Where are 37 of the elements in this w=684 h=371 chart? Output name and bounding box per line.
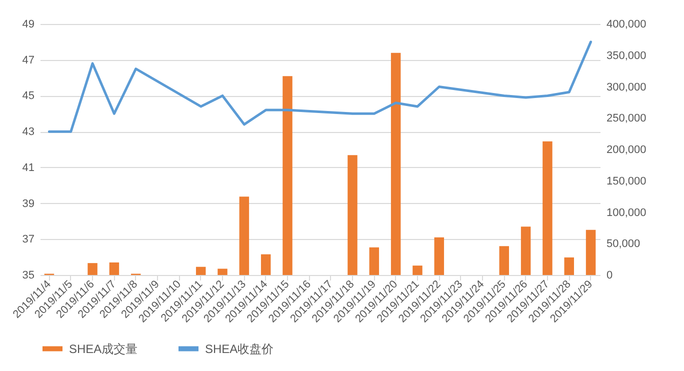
y2-tick-label: 0	[606, 270, 613, 282]
y-tick-label: 35	[22, 270, 34, 282]
bar	[390, 52, 401, 275]
y2-tick-label: 150,000	[606, 175, 646, 188]
bar	[564, 257, 574, 275]
bar	[88, 263, 98, 275]
bar	[499, 246, 510, 275]
y2-tick-label: 250,000	[606, 112, 646, 125]
y2-tick-label: 350,000	[606, 50, 646, 62]
y-tick-label: 47	[22, 54, 34, 66]
bar	[586, 230, 596, 275]
bar	[520, 226, 531, 275]
line-series	[48, 40, 592, 133]
bar	[260, 254, 271, 275]
y-tick-label: 45	[22, 90, 34, 102]
y2-tick-label: 50,000	[606, 238, 640, 250]
bar	[239, 196, 250, 275]
bar	[369, 247, 380, 275]
bar	[348, 155, 358, 275]
y-tick-label: 49	[22, 18, 34, 30]
y2-tick-label: 200,000	[606, 144, 646, 156]
y2-tick-label: 400,000	[606, 18, 646, 30]
bar	[412, 266, 422, 275]
legend-label: SHEA收盘价	[205, 342, 274, 356]
y-tick-label: 41	[22, 162, 34, 174]
y-tick-label: 39	[22, 198, 34, 210]
legend-label: SHEA成交量	[69, 342, 138, 356]
y-tick-label: 43	[22, 126, 34, 138]
bar	[434, 237, 444, 275]
bar	[109, 262, 120, 275]
y2-tick-label: 100,000	[606, 206, 646, 219]
bar	[542, 141, 552, 275]
bar	[282, 76, 292, 275]
bar	[218, 268, 228, 275]
y2-tick-label: 300,000	[606, 81, 646, 94]
bar	[196, 266, 206, 275]
y-tick-label: 37	[22, 234, 34, 246]
